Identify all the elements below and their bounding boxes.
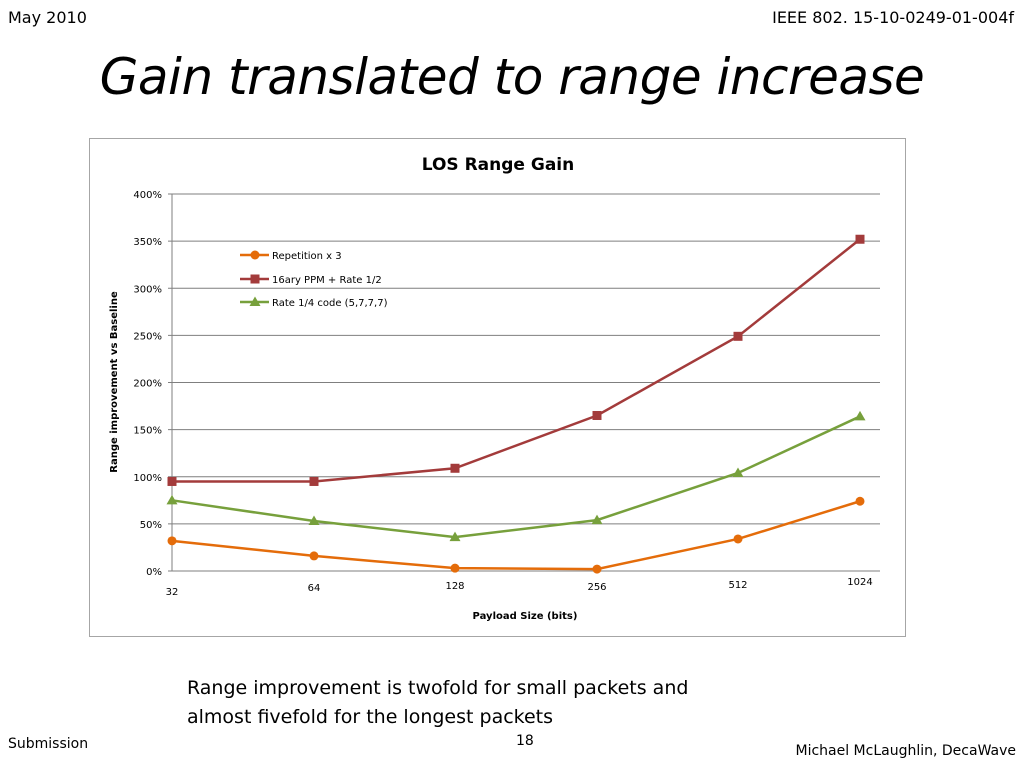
data-point <box>450 563 460 573</box>
legend-label: Rate 1/4 code (5,7,7,7) <box>272 298 388 309</box>
data-point <box>250 250 260 260</box>
series-square <box>167 234 865 486</box>
y-tick-label: 300% <box>133 284 162 295</box>
y-tick-label: 100% <box>133 473 162 484</box>
y-tick-label: 400% <box>133 190 162 201</box>
chart-series <box>166 234 866 574</box>
x-tick-label: 512 <box>728 580 747 591</box>
chart-grid <box>168 193 880 572</box>
x-tick-label: 32 <box>166 587 179 598</box>
data-point <box>250 274 260 284</box>
chart-title: LOS Range Gain <box>422 155 574 175</box>
x-tick-label: 256 <box>587 582 606 593</box>
x-tick-label: 1024 <box>847 577 872 588</box>
y-tick-label: 0% <box>146 567 162 578</box>
data-point <box>732 467 744 477</box>
data-point <box>733 534 743 544</box>
data-point <box>592 564 602 574</box>
data-point <box>855 234 865 244</box>
header-doc-id: IEEE 802. 15-10-0249-01-004f <box>772 8 1014 27</box>
data-point <box>167 476 177 486</box>
footer-author: Michael McLaughlin, DecaWave <box>795 743 1016 759</box>
data-point <box>450 463 460 473</box>
slide-title: Gain translated to range increase <box>99 48 925 106</box>
footer-page-number: 18 <box>516 733 534 749</box>
data-point <box>855 496 865 506</box>
data-point <box>449 531 461 542</box>
header-date: May 2010 <box>8 8 87 27</box>
series-circle <box>167 496 865 574</box>
data-point <box>733 331 743 341</box>
caption-line-2: almost fivefold for the longest packets <box>187 706 554 728</box>
x-axis-ticks: 32 64 128 256 512 1024 <box>166 577 873 598</box>
y-axis-ticks: 0% 50% 100% 150% 200% 250% 300% 350% 400% <box>133 190 162 578</box>
series-line <box>172 238 861 483</box>
chart-container: LOS Range Gain 0% 50% 100% 150% 200% 250% 300%… <box>89 138 906 637</box>
series-line <box>171 500 861 571</box>
chart-legend: Repetition x 3 16ary PPM + Rate 1/2 Rate 1… <box>240 250 388 309</box>
data-point <box>309 551 319 561</box>
line-chart: LOS Range Gain 0% 50% 100% 150% 200% 250% 300%… <box>109 155 880 622</box>
y-tick-label: 250% <box>133 331 162 342</box>
y-tick-label: 200% <box>133 379 162 390</box>
caption-line-1: Range improvement is twofold for small p… <box>187 677 689 699</box>
data-point <box>309 476 319 486</box>
data-point <box>854 410 866 421</box>
data-point <box>308 515 320 526</box>
y-tick-label: 350% <box>133 237 162 248</box>
data-point <box>249 296 261 306</box>
data-point <box>591 514 603 525</box>
data-point <box>166 494 178 505</box>
data-point <box>592 410 602 420</box>
data-point <box>167 536 177 546</box>
x-axis-label: Payload Size (bits) <box>473 611 578 622</box>
legend-label: 16ary PPM + Rate 1/2 <box>272 275 382 286</box>
y-axis-label: Range improvement vs Baseline <box>109 291 120 473</box>
y-tick-label: 50% <box>140 520 162 531</box>
x-tick-label: 128 <box>445 581 464 592</box>
footer-submission: Submission <box>8 736 89 752</box>
legend-label: Repetition x 3 <box>272 251 342 262</box>
y-tick-label: 150% <box>133 426 162 437</box>
series-line <box>171 415 861 539</box>
x-tick-label: 64 <box>308 583 321 594</box>
series-triangle <box>166 410 866 542</box>
slide-caption: Range improvement is twofold for small p… <box>187 674 767 732</box>
